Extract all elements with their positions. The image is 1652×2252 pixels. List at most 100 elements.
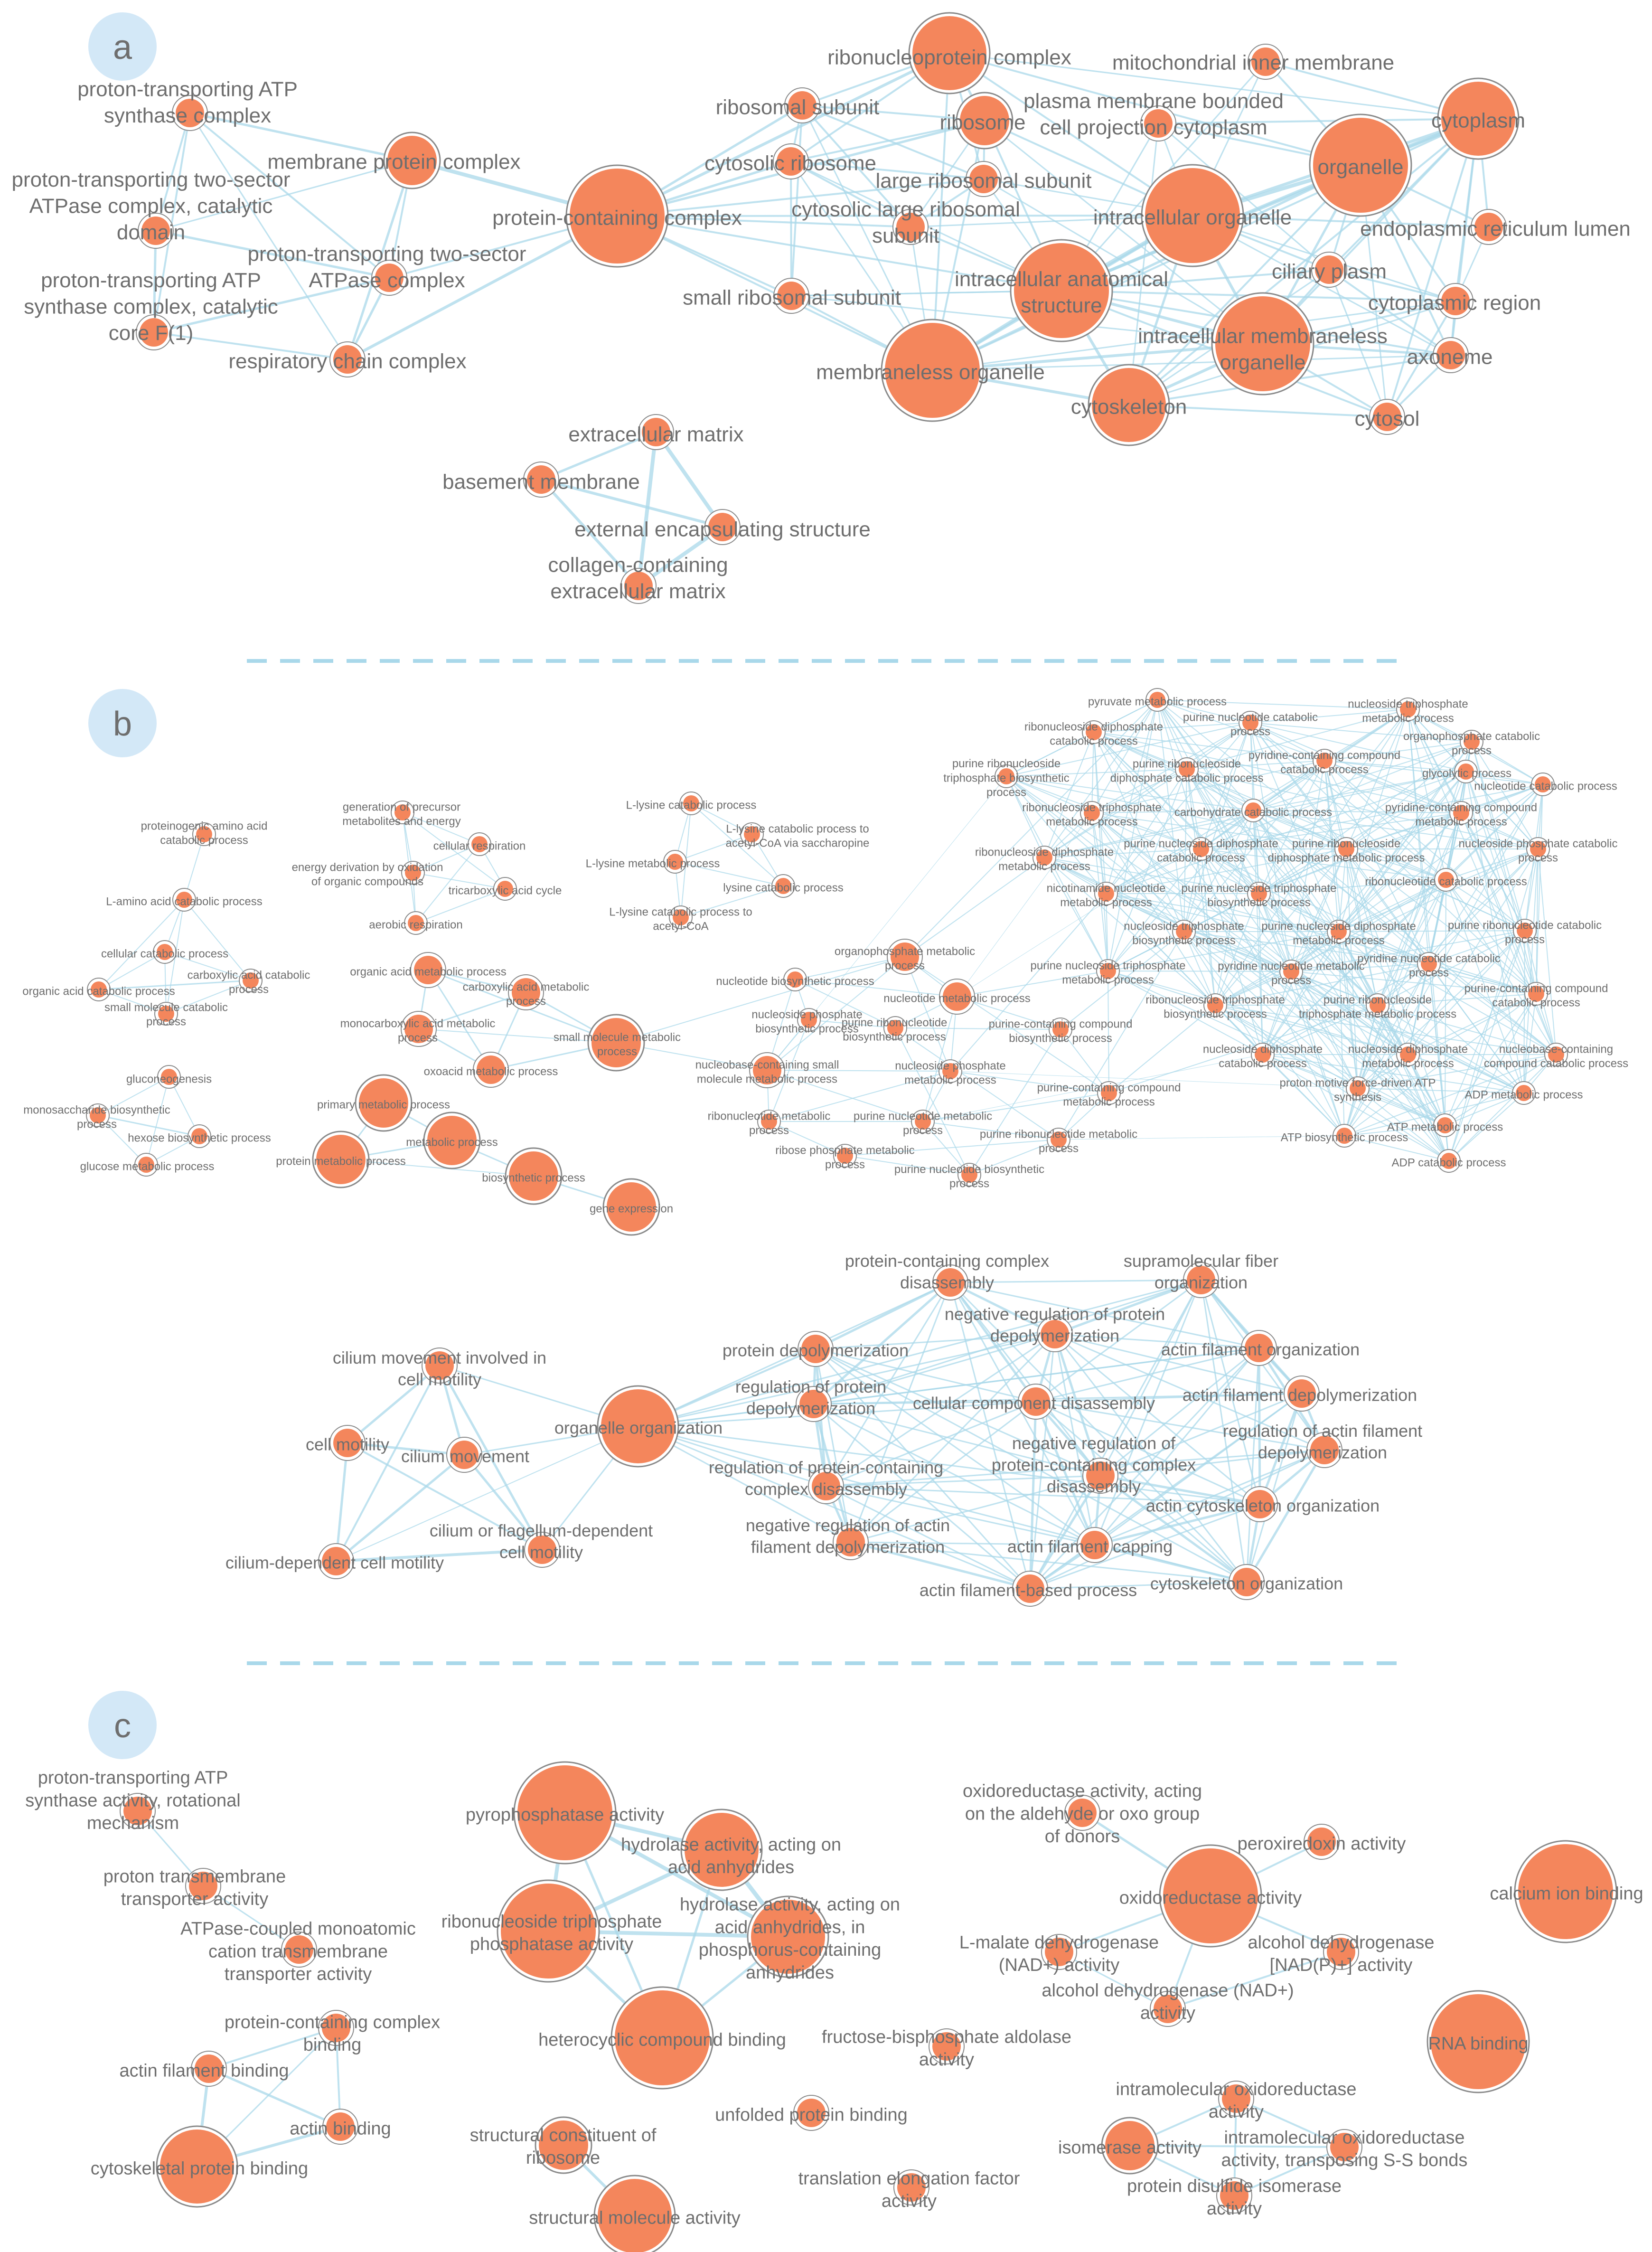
node-pnddmp [1331,923,1347,940]
edge-pcc-lrs [616,178,985,217]
node-cib [1518,1844,1613,1939]
node-pycccp [1316,753,1333,769]
node-label-hbp: hexose biosynthetic process [128,1131,271,1144]
node-ncsm [753,1056,781,1084]
node-label-glucneo: gluconeogenesis [126,1073,212,1085]
node-label-cib: calcium ion binding [1490,1884,1643,1903]
node-scr [539,2120,588,2170]
node-label-ees: external encapsulating structure [574,518,871,541]
node-label-mo: membraneless organelle [816,360,1045,384]
node-label-cr: cytoplasmic region [1368,291,1541,314]
node-rdmp [1036,849,1052,866]
node-cytrib [777,147,805,176]
node-prnbp [887,1020,903,1036]
edge-prtbp-rdmp [1006,776,1045,858]
edge-rtmp-rtbp [1091,812,1216,1006]
node-npcp [1530,841,1546,857]
node-pcccp [1528,986,1544,1002]
node-nmp [943,982,971,1011]
edge-nrpccd-cso [1099,1474,1248,1583]
edge-cytrib-lrs [790,160,985,180]
edge-ncccp-pmfatp [1357,1054,1557,1089]
edge-cp-cr [1328,269,1456,302]
edge-ncccp-atpmp [1445,1054,1557,1126]
edge-chcp-npcp [1253,810,1539,849]
node-adpcp [1441,1153,1457,1169]
edge-rncp-pntbp [1258,879,1446,894]
node-label-rafd: regulation of actin filament depolymeriza… [1223,1421,1422,1462]
node-label-adpcp: ADP catabolic process [1391,1156,1506,1169]
node-prnmp [1051,1131,1067,1148]
node-iots [1330,2133,1359,2161]
node-rncp [1438,872,1454,888]
edge-afo-afc [1094,1347,1260,1546]
node-ecm [642,418,670,446]
edge-imo-mo [931,342,1264,372]
edge-afbp-cso [1029,1581,1248,1590]
edge-prdcp-pycccp [1186,760,1325,770]
node-prddmp [1338,841,1354,857]
node-smcp [158,1006,174,1022]
node-label-lmd: L-malate dehydrogenase (NAD+) activity [959,1932,1159,1975]
node-lysacc [744,826,760,842]
node-label-atpcm: ATPase-coupled monoatomic cation transmem… [180,1919,416,1984]
edge-nbp-nmp [795,979,957,997]
node-tefa [897,2173,926,2202]
edge-nrafd-afc [850,1541,1096,1546]
node-label-prnbp: purine ribonucleotide biosynthetic proces… [842,1016,948,1043]
edge-pyncmp-pcccp [1291,971,1537,994]
node-pmb [1144,109,1173,138]
edge-rpccd-aco [825,1485,1261,1505]
label-layer: proton-transporting ATP synthase complex m… [12,46,1643,2228]
node-smmp [591,1018,641,1067]
node-atpmp [1437,1117,1453,1133]
edge-ncp-pndcp [1201,784,1543,849]
edge-prncp-atpmp [1445,930,1525,1126]
node-label-pcbp: purine-containing compound biosynthetic p… [989,1018,1133,1045]
edge-chcp-pntmp [1108,810,1254,971]
edge-rtbp-atpmp [1215,1005,1446,1126]
edge-prdcp-npcp [1186,769,1539,849]
edge-rncp-adpmp [1446,879,1524,1093]
node-label-clrs: cytosolic large ribosomal subunit [791,198,1020,247]
node-label-sma: structural molecule activity [529,2208,741,2228]
edge-ncsm-npmp [767,1070,951,1072]
node-oamp [414,956,442,984]
node-label-ribsub: ribosomal subunit [716,95,880,119]
edge-rdmp-rtbp [1044,857,1216,1006]
node-label-pncp: purine nucleotide catabolic process [1183,711,1318,738]
panel-separators [247,659,1405,1665]
edge-opmp-rdmp [904,857,1045,957]
edge-npmp-nncmp [950,893,1107,1072]
node-lyscp2 [775,878,791,894]
edge-ccp-oacp [98,952,165,990]
edge-oo-pccd [637,1281,951,1427]
edge-pt2cat-pt2 [154,229,391,279]
edge-rpd-afd [813,1393,1303,1405]
edge-prnmp-atpbp [1058,1135,1345,1140]
edge-pnddmp-adpmp [1338,931,1524,1093]
edge-ecm-bm [540,431,657,481]
node-pcbp [1052,1021,1069,1037]
node-rpccd [812,1472,840,1500]
edge-rncp-ncccp [1446,879,1557,1055]
edge-pncp-pndcp [1201,722,1251,849]
edge-prtmp-adpcp [1377,1005,1449,1161]
node-label-erl: endoplasmic reticulum lumen [1360,217,1631,240]
node-nrpd [1041,1320,1069,1348]
panel-badge-label-a: a [113,28,132,66]
edge-adpmp-atpbp [1344,1093,1524,1136]
edge-ribosome-imo [984,120,1264,345]
node-label-rpmp: ribose phosphate metabolic process [775,1144,915,1171]
edge-pycccp-prncp [1324,760,1525,931]
node-rpd [799,1390,828,1418]
edge-ribsub-srs [790,104,803,297]
edge-rpd-nrpccd [813,1403,1101,1477]
node-label-lysca: L-lysine catabolic process to acetyl-CoA [609,905,752,933]
edge-pcbp-pccmp [1060,1029,1109,1093]
node-chcp [1245,802,1261,819]
node-label-nddcp: nucleoside diphosphate catabolic process [1203,1043,1323,1070]
node-afb [195,2054,223,2083]
edge-rdcp-pyccmp [1093,732,1462,813]
edge-organelle-cytosk [1128,164,1361,406]
